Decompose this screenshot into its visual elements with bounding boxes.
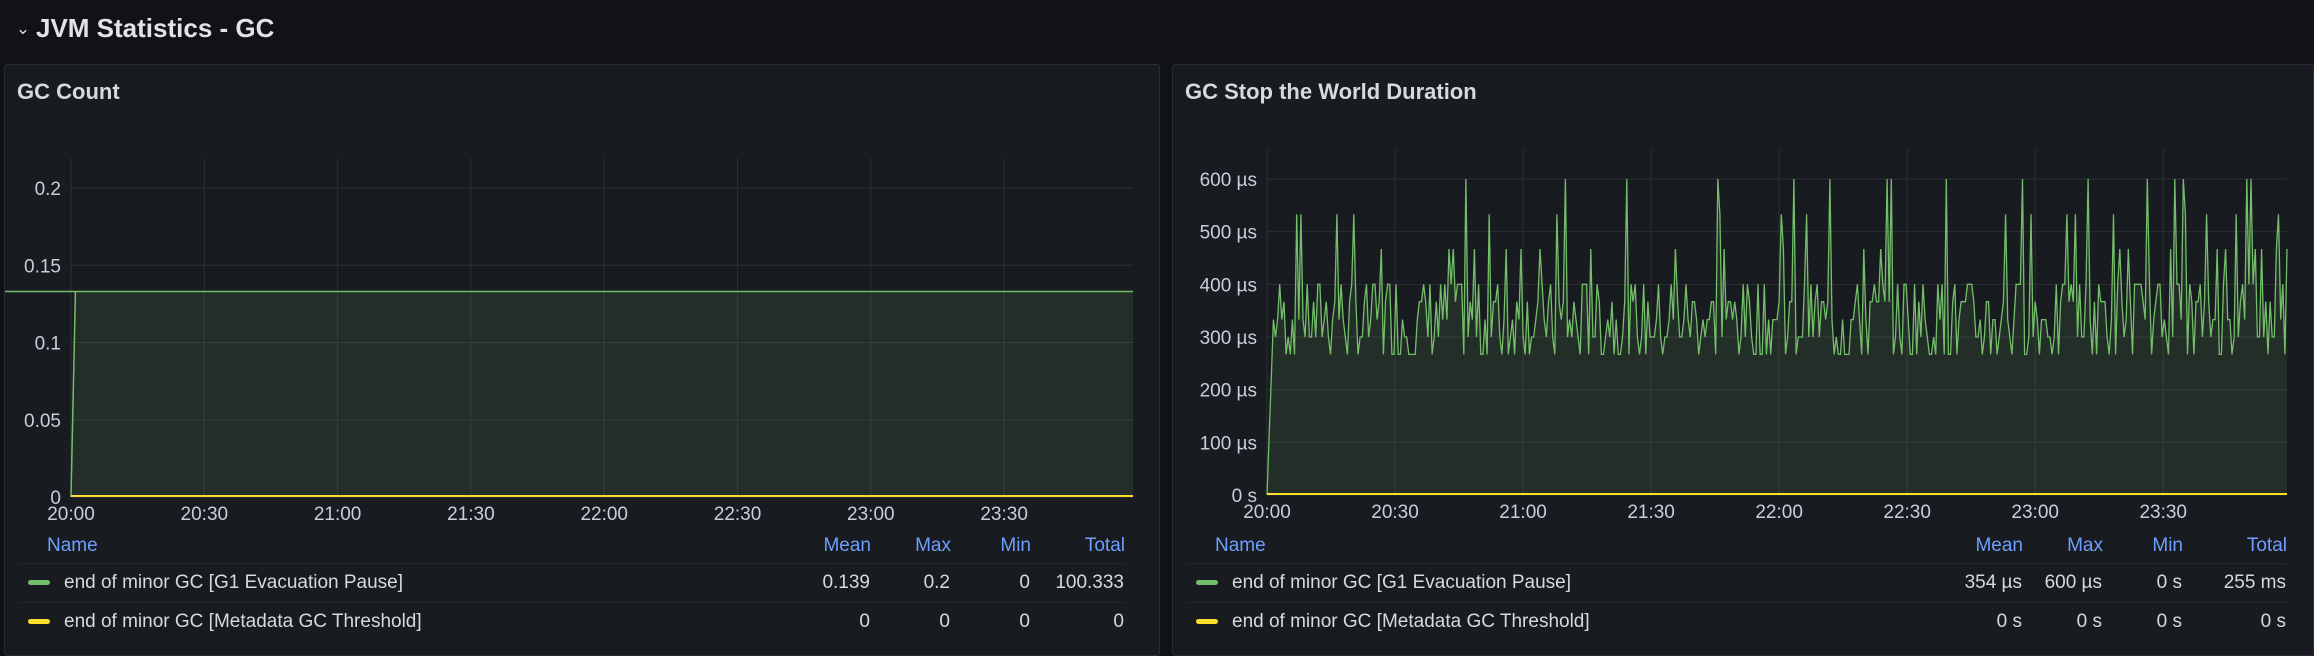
legend-total: 0 s: [2183, 602, 2287, 641]
y-tick-label: 400 µs: [1200, 275, 1257, 296]
legend-header-min[interactable]: Min: [1000, 535, 1031, 556]
y-tick-label: 0.05: [24, 411, 61, 432]
y-tick-label: 600 µs: [1200, 170, 1257, 191]
x-tick-label: 23:00: [2011, 502, 2059, 523]
gc-count-chart[interactable]: 0 0.05 0.1 0.15 0.2 20:00 20:30 21:00 21:30 22:00…: [5, 65, 1161, 535]
legend-min: 0 s: [2103, 602, 2183, 641]
y-tick-label: 500 µs: [1200, 223, 1257, 244]
legend-header-min[interactable]: Min: [2152, 535, 2183, 556]
x-tick-label: 20:00: [1243, 502, 1291, 523]
legend-series-name[interactable]: end of minor GC [G1 Evacuation Pause]: [19, 563, 795, 603]
legend-min: 0: [951, 602, 1031, 641]
x-tick-label: 21:00: [314, 504, 362, 525]
legend-header-total[interactable]: Total: [2246, 535, 2287, 556]
legend-total: 0: [1031, 602, 1125, 641]
x-tick-label: 23:30: [2139, 502, 2187, 523]
x-tick-label: 22:30: [714, 504, 762, 525]
legend-header-name[interactable]: Name: [1215, 535, 1266, 556]
panel-title[interactable]: GC Count: [17, 79, 120, 104]
gc-stw-duration-chart[interactable]: 0 s 100 µs 200 µs 300 µs 400 µs 500 µs 600 µs 2…: [1173, 65, 2314, 535]
x-tick-label: 22:00: [1755, 502, 1803, 523]
y-tick-label: 0.15: [24, 256, 61, 277]
series-color-swatch[interactable]: [28, 580, 50, 586]
legend-row[interactable]: end of minor GC [G1 Evacuation Pause] 0.…: [19, 563, 1125, 603]
legend-mean: 0 s: [1943, 602, 2023, 641]
series-color-swatch[interactable]: [28, 619, 50, 625]
series-color-swatch[interactable]: [1196, 580, 1218, 586]
y-tick-label: 0.2: [35, 179, 61, 200]
row-header[interactable]: ⌄ JVM Statistics - GC: [0, 0, 2314, 56]
legend-series-name[interactable]: end of minor GC [Metadata GC Threshold]: [19, 602, 795, 641]
y-tick-label: 100 µs: [1200, 433, 1257, 454]
legend-min: 0 s: [2103, 563, 2183, 603]
x-tick-label: 20:00: [47, 504, 95, 525]
legend-header-max[interactable]: Max: [2067, 535, 2103, 556]
legend-min: 0: [951, 563, 1031, 603]
y-tick-label: 0: [50, 488, 61, 509]
y-tick-label: 0.1: [35, 334, 61, 355]
panel-title[interactable]: GC Stop the World Duration: [1185, 79, 1477, 104]
legend-series-name[interactable]: end of minor GC [Metadata GC Threshold]: [1187, 602, 1943, 641]
legend-mean: 0: [795, 602, 871, 641]
legend-mean: 0.139: [795, 563, 871, 603]
x-tick-label: 22:00: [580, 504, 628, 525]
series-line-g1-evacuation: [1266, 178, 2288, 496]
legend-header-max[interactable]: Max: [915, 535, 951, 556]
legend-header-mean[interactable]: Mean: [1975, 535, 2023, 556]
legend: Name Mean Max Min Total end of minor GC …: [1187, 529, 2287, 641]
x-tick-label: 23:00: [847, 504, 895, 525]
x-tick-label: 22:30: [1883, 502, 1931, 523]
panel-gc-count: GC Count 0 0.05 0.1 0.15 0.2 20:00 20:30 21:00 2…: [4, 64, 1160, 656]
x-tick-label: 21:00: [1499, 502, 1547, 523]
legend-row[interactable]: end of minor GC [Metadata GC Threshold] …: [19, 602, 1125, 641]
legend-mean: 354 µs: [1943, 563, 2023, 603]
panel-gc-stw-duration: GC Stop the World Duration 0 s 100 µs 200 …: [1172, 64, 2314, 656]
legend-row[interactable]: end of minor GC [Metadata GC Threshold] …: [1187, 602, 2287, 641]
legend-max: 0: [871, 602, 951, 641]
series-area-g1-evacuation: [1267, 179, 2287, 495]
x-tick-label: 20:30: [1371, 502, 1419, 523]
y-tick-label: 0 s: [1232, 486, 1257, 507]
legend-row[interactable]: end of minor GC [G1 Evacuation Pause] 35…: [1187, 563, 2287, 603]
legend-series-name[interactable]: end of minor GC [G1 Evacuation Pause]: [1187, 563, 1943, 603]
y-tick-label: 300 µs: [1200, 328, 1257, 349]
series-area-g1-evacuation: [5, 291, 1133, 497]
series-color-swatch[interactable]: [1196, 619, 1218, 625]
legend-max: 600 µs: [2023, 563, 2103, 603]
legend-header-mean[interactable]: Mean: [823, 535, 871, 556]
legend-header-total[interactable]: Total: [1084, 535, 1125, 556]
y-tick-label: 200 µs: [1200, 381, 1257, 402]
legend-max: 0 s: [2023, 602, 2103, 641]
legend-total: 255 ms: [2183, 563, 2287, 603]
legend-header-name[interactable]: Name: [47, 535, 98, 556]
legend-max: 0.2: [871, 563, 951, 603]
legend: Name Mean Max Min Total end of minor GC …: [19, 529, 1125, 641]
x-tick-label: 23:30: [980, 504, 1028, 525]
x-tick-label: 21:30: [1627, 502, 1675, 523]
x-tick-label: 21:30: [447, 504, 495, 525]
row-title: JVM Statistics - GC: [36, 12, 275, 43]
legend-total: 100.333: [1031, 563, 1125, 603]
x-tick-label: 20:30: [181, 504, 229, 525]
chevron-down-icon[interactable]: ⌄: [15, 18, 31, 38]
